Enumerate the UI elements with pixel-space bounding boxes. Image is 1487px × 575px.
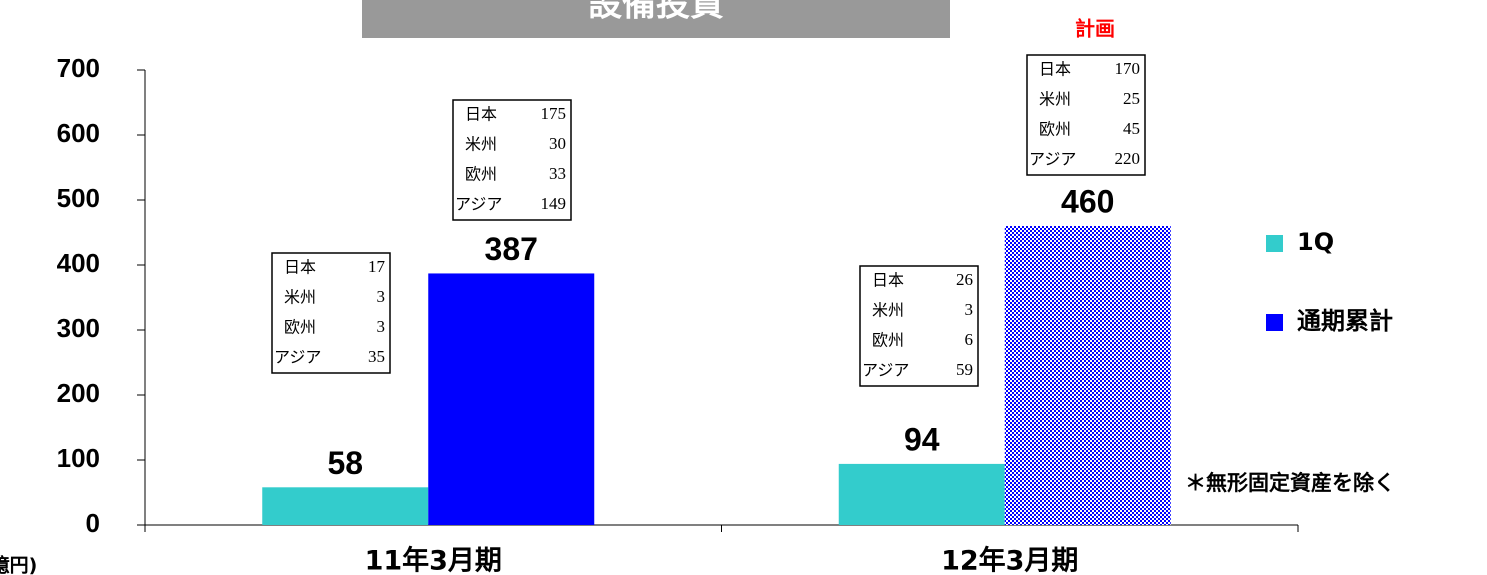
region-value: 33 <box>549 164 566 183</box>
x-tick-label: 12年3月期 <box>941 545 1078 575</box>
region-label: 日本 <box>284 258 316 277</box>
chart-title: 設備投資 <box>588 0 724 25</box>
y-tick-label: 700 <box>57 53 100 83</box>
title-box <box>362 0 950 38</box>
breakdown-box <box>1026 54 1146 176</box>
region-label: アジア <box>862 361 909 380</box>
breakdown-box <box>859 265 979 387</box>
region-label: アジア <box>274 348 321 367</box>
value-label: 94 <box>904 421 940 457</box>
region-label: 欧州 <box>872 331 904 350</box>
legend-label: 1Q <box>1297 228 1334 256</box>
value-label: 387 <box>485 231 538 267</box>
region-label: アジア <box>455 195 502 214</box>
region-label: 欧州 <box>284 318 316 337</box>
region-value: 149 <box>541 194 567 213</box>
region-label: 欧州 <box>465 165 497 184</box>
region-value: 30 <box>549 134 566 153</box>
region-label: 日本 <box>872 271 904 290</box>
x-tick-label: 11年3月期 <box>365 545 502 575</box>
region-value: 6 <box>965 330 974 349</box>
y-tick-label: 300 <box>57 313 100 343</box>
breakdown-box <box>271 252 391 374</box>
legend-swatch <box>1266 235 1283 252</box>
y-tick-label: 0 <box>86 508 100 538</box>
y-tick-label: 600 <box>57 118 100 148</box>
region-label: 米州 <box>465 135 497 154</box>
region-value: 59 <box>956 360 973 379</box>
bar <box>262 487 429 525</box>
region-label: アジア <box>1029 150 1076 169</box>
region-value: 35 <box>368 347 385 366</box>
region-value: 220 <box>1115 149 1141 168</box>
y-tick-label: 200 <box>57 378 100 408</box>
value-label: 460 <box>1061 183 1114 219</box>
region-value: 26 <box>956 270 973 289</box>
region-value: 3 <box>965 300 974 319</box>
y-tick-label: 500 <box>57 183 100 213</box>
region-value: 25 <box>1123 89 1140 108</box>
bar <box>838 463 1005 525</box>
region-value: 170 <box>1115 59 1141 78</box>
region-label: 日本 <box>1039 60 1071 79</box>
region-value: 175 <box>541 104 567 123</box>
breakdown-box <box>452 99 572 221</box>
y-axis-label: (億円) <box>0 554 37 575</box>
annotation: 計画 <box>1075 17 1115 41</box>
region-value: 3 <box>377 317 386 336</box>
y-tick-label: 400 <box>57 248 100 278</box>
region-value: 3 <box>377 287 386 306</box>
bar <box>428 273 595 525</box>
region-label: 欧州 <box>1039 120 1071 139</box>
value-label: 58 <box>327 445 363 481</box>
legend-label: 通期累計 <box>1297 307 1393 335</box>
region-label: 米州 <box>1039 90 1071 109</box>
region-value: 45 <box>1123 119 1140 138</box>
region-label: 米州 <box>284 288 316 307</box>
region-value: 17 <box>368 257 386 276</box>
region-label: 日本 <box>465 105 497 124</box>
legend-swatch <box>1266 314 1283 331</box>
annotation: ＊無形固定資産を除く <box>1185 471 1395 495</box>
region-label: 米州 <box>872 301 904 320</box>
bar <box>1004 226 1171 525</box>
y-tick-label: 100 <box>57 443 100 473</box>
